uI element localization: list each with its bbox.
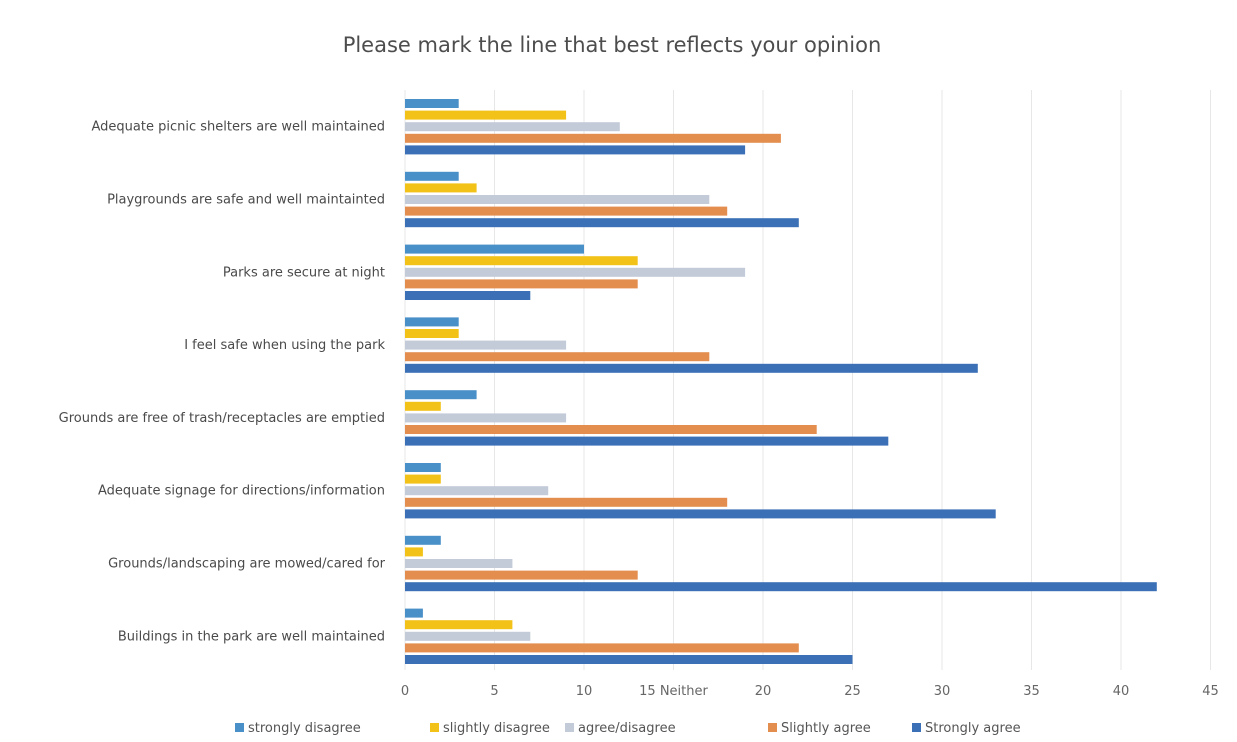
bar — [405, 171, 459, 181]
bar — [405, 474, 441, 484]
x-tick-label: 45 — [1202, 684, 1219, 699]
bar — [405, 425, 817, 434]
bar — [405, 352, 710, 362]
x-tick-label: 35 — [1023, 684, 1040, 699]
x-tick-label: 25 — [844, 684, 861, 699]
bar — [405, 655, 853, 664]
bar — [405, 620, 513, 630]
bar — [405, 122, 620, 132]
category-label: Parks are secure at night — [223, 265, 385, 280]
bar — [405, 436, 889, 446]
x-tick-label: 5 — [490, 684, 498, 699]
category-label: Playgrounds are safe and well maintainte… — [107, 193, 385, 208]
bar — [405, 509, 996, 519]
bar — [405, 643, 799, 653]
x-tick-labels: 0 5 10 15 Neither 20 25 30 35 40 45 — [401, 684, 1219, 699]
bar — [405, 267, 746, 277]
legend-swatch — [430, 723, 439, 732]
bar — [405, 206, 728, 216]
gridlines — [404, 90, 1211, 670]
legend: strongly disagree slightly disagree agree/… — [235, 721, 1021, 736]
bar — [405, 329, 459, 338]
bar — [405, 631, 531, 641]
legend-label: agree/disagree — [578, 721, 676, 736]
x-tick-label: 15 Neither — [639, 684, 708, 699]
bar — [405, 195, 710, 204]
bar — [405, 99, 459, 108]
category-label: Adequate picnic shelters are well mainta… — [92, 120, 386, 135]
chart-title: Please mark the line that best reflects … — [343, 33, 882, 57]
bar — [405, 608, 423, 618]
category-label: Adequate signage for directions/informat… — [98, 484, 385, 499]
legend-label: strongly disagree — [248, 721, 361, 736]
bar — [405, 413, 567, 423]
bar — [405, 570, 638, 580]
bar — [405, 401, 441, 411]
legend-label: slightly disagree — [443, 721, 550, 736]
category-label: Grounds are free of trash/receptacles ar… — [59, 411, 385, 426]
bar — [405, 463, 441, 472]
bar — [405, 145, 746, 155]
bar — [405, 244, 584, 254]
category-labels: Adequate picnic shelters are well mainta… — [59, 120, 386, 645]
bar — [405, 340, 567, 350]
bar — [405, 110, 567, 120]
legend-swatch — [768, 723, 777, 732]
bar — [405, 486, 549, 496]
bar — [405, 291, 531, 300]
category-label: I feel safe when using the park — [184, 338, 385, 353]
bar — [405, 535, 441, 545]
category-label: Grounds/landscaping are mowed/cared for — [108, 557, 386, 572]
legend-swatch — [565, 723, 574, 732]
legend-label: Slightly agree — [781, 721, 871, 736]
category-label: Buildings in the park are well maintaine… — [118, 629, 385, 644]
bar — [405, 582, 1157, 592]
bar — [405, 317, 459, 327]
bar — [405, 559, 513, 568]
bars — [405, 99, 1157, 664]
legend-label: Strongly agree — [925, 721, 1021, 736]
x-tick-label: 30 — [934, 684, 951, 699]
x-tick-label: 10 — [576, 684, 593, 699]
x-tick-label: 20 — [755, 684, 772, 699]
x-tick-label: 0 — [401, 684, 409, 699]
bar — [405, 279, 638, 289]
bar — [405, 183, 477, 193]
legend-swatch — [235, 723, 244, 732]
legend-swatch — [912, 723, 921, 732]
bar — [405, 390, 477, 400]
bar — [405, 547, 423, 557]
bar — [405, 363, 978, 373]
bar — [405, 256, 638, 266]
bar — [405, 218, 799, 228]
bar — [405, 133, 781, 143]
x-tick-label: 40 — [1113, 684, 1130, 699]
bar — [405, 497, 728, 507]
